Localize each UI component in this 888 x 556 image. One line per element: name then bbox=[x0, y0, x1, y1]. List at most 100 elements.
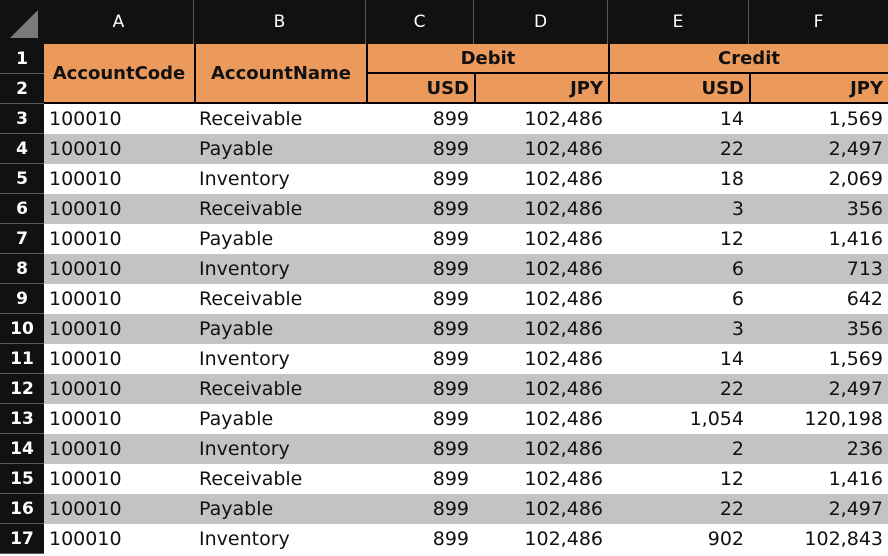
cell-a3[interactable]: 100010 bbox=[49, 108, 122, 130]
row-header-14[interactable]: 14 bbox=[0, 434, 44, 464]
cell-a11[interactable]: 100010 bbox=[49, 348, 122, 370]
cell-b9[interactable]: Receivable bbox=[199, 288, 303, 310]
cell-a9[interactable]: 100010 bbox=[49, 288, 122, 310]
cell-a7[interactable]: 100010 bbox=[49, 228, 122, 250]
column-header-d[interactable]: D bbox=[474, 0, 608, 44]
row-header-11[interactable]: 11 bbox=[0, 344, 44, 374]
cell-c14[interactable]: 899 bbox=[432, 438, 469, 460]
cell-a4[interactable]: 100010 bbox=[49, 138, 122, 160]
cell-f17[interactable]: 102,843 bbox=[804, 528, 883, 550]
row-header-2[interactable]: 2 bbox=[0, 74, 44, 104]
cell-e6[interactable]: 3 bbox=[731, 198, 744, 220]
cell-f13[interactable]: 120,198 bbox=[804, 408, 883, 430]
account-name-header[interactable]: AccountName bbox=[194, 44, 366, 104]
cell-b14[interactable]: Inventory bbox=[199, 438, 290, 460]
row-header-3[interactable]: 3 bbox=[0, 104, 44, 134]
cell-d3[interactable]: 102,486 bbox=[524, 108, 603, 130]
cell-f7[interactable]: 1,416 bbox=[828, 228, 883, 250]
cell-e3[interactable]: 14 bbox=[719, 108, 744, 130]
cell-f12[interactable]: 2,497 bbox=[828, 378, 883, 400]
cell-d17[interactable]: 102,486 bbox=[524, 528, 603, 550]
cell-e12[interactable]: 22 bbox=[719, 378, 744, 400]
cell-a14[interactable]: 100010 bbox=[49, 438, 122, 460]
cell-d15[interactable]: 102,486 bbox=[524, 468, 603, 490]
cell-c5[interactable]: 899 bbox=[432, 168, 469, 190]
cell-d8[interactable]: 102,486 bbox=[524, 258, 603, 280]
cell-a13[interactable]: 100010 bbox=[49, 408, 122, 430]
cell-c7[interactable]: 899 bbox=[432, 228, 469, 250]
cell-b5[interactable]: Inventory bbox=[199, 168, 290, 190]
cell-b8[interactable]: Inventory bbox=[199, 258, 290, 280]
select-all-corner[interactable] bbox=[0, 0, 44, 44]
cell-f11[interactable]: 1,569 bbox=[828, 348, 883, 370]
column-header-c[interactable]: C bbox=[366, 0, 474, 44]
cell-c17[interactable]: 899 bbox=[432, 528, 469, 550]
cell-e14[interactable]: 2 bbox=[731, 438, 744, 460]
cell-d13[interactable]: 102,486 bbox=[524, 408, 603, 430]
cell-f5[interactable]: 2,069 bbox=[828, 168, 883, 190]
cell-c8[interactable]: 899 bbox=[432, 258, 469, 280]
cell-e16[interactable]: 22 bbox=[719, 498, 744, 520]
cell-b4[interactable]: Payable bbox=[199, 138, 274, 160]
cell-a6[interactable]: 100010 bbox=[49, 198, 122, 220]
cell-d9[interactable]: 102,486 bbox=[524, 288, 603, 310]
cell-e9[interactable]: 6 bbox=[731, 288, 744, 310]
credit-jpy-header[interactable]: JPY bbox=[749, 74, 888, 104]
row-header-17[interactable]: 17 bbox=[0, 524, 44, 554]
cell-a8[interactable]: 100010 bbox=[49, 258, 122, 280]
cell-d5[interactable]: 102,486 bbox=[524, 168, 603, 190]
cell-f15[interactable]: 1,416 bbox=[828, 468, 883, 490]
cell-c15[interactable]: 899 bbox=[432, 468, 469, 490]
cell-a15[interactable]: 100010 bbox=[49, 468, 122, 490]
cell-d12[interactable]: 102,486 bbox=[524, 378, 603, 400]
cell-b7[interactable]: Payable bbox=[199, 228, 274, 250]
cell-c13[interactable]: 899 bbox=[432, 408, 469, 430]
row-header-9[interactable]: 9 bbox=[0, 284, 44, 314]
cell-e11[interactable]: 14 bbox=[719, 348, 744, 370]
cell-d10[interactable]: 102,486 bbox=[524, 318, 603, 340]
cell-b16[interactable]: Payable bbox=[199, 498, 274, 520]
cell-c6[interactable]: 899 bbox=[432, 198, 469, 220]
cell-c16[interactable]: 899 bbox=[432, 498, 469, 520]
credit-usd-header[interactable]: USD bbox=[608, 74, 749, 104]
cell-a16[interactable]: 100010 bbox=[49, 498, 122, 520]
cell-b15[interactable]: Receivable bbox=[199, 468, 303, 490]
cell-d16[interactable]: 102,486 bbox=[524, 498, 603, 520]
cell-d7[interactable]: 102,486 bbox=[524, 228, 603, 250]
row-header-16[interactable]: 16 bbox=[0, 494, 44, 524]
row-header-1[interactable]: 1 bbox=[0, 44, 44, 74]
cell-c9[interactable]: 899 bbox=[432, 288, 469, 310]
cell-b17[interactable]: Inventory bbox=[199, 528, 290, 550]
cell-c4[interactable]: 899 bbox=[432, 138, 469, 160]
cell-b11[interactable]: Inventory bbox=[199, 348, 290, 370]
debit-header[interactable]: Debit bbox=[366, 44, 608, 74]
row-header-12[interactable]: 12 bbox=[0, 374, 44, 404]
cell-a17[interactable]: 100010 bbox=[49, 528, 122, 550]
cell-e7[interactable]: 12 bbox=[719, 228, 744, 250]
row-header-6[interactable]: 6 bbox=[0, 194, 44, 224]
cell-f9[interactable]: 642 bbox=[846, 288, 883, 310]
cell-b6[interactable]: Receivable bbox=[199, 198, 303, 220]
cell-e4[interactable]: 22 bbox=[719, 138, 744, 160]
cell-a10[interactable]: 100010 bbox=[49, 318, 122, 340]
cell-d6[interactable]: 102,486 bbox=[524, 198, 603, 220]
cell-f6[interactable]: 356 bbox=[846, 198, 883, 220]
cell-e10[interactable]: 3 bbox=[731, 318, 744, 340]
cell-f10[interactable]: 356 bbox=[846, 318, 883, 340]
column-header-b[interactable]: B bbox=[194, 0, 366, 44]
debit-usd-header[interactable]: USD bbox=[366, 74, 474, 104]
cell-e5[interactable]: 18 bbox=[719, 168, 744, 190]
cell-c10[interactable]: 899 bbox=[432, 318, 469, 340]
cell-f4[interactable]: 2,497 bbox=[828, 138, 883, 160]
cell-a5[interactable]: 100010 bbox=[49, 168, 122, 190]
cell-e8[interactable]: 6 bbox=[731, 258, 744, 280]
column-header-a[interactable]: A bbox=[44, 0, 194, 44]
cell-b12[interactable]: Receivable bbox=[199, 378, 303, 400]
cell-c11[interactable]: 899 bbox=[432, 348, 469, 370]
credit-header[interactable]: Credit bbox=[608, 44, 888, 74]
cell-d14[interactable]: 102,486 bbox=[524, 438, 603, 460]
cell-d11[interactable]: 102,486 bbox=[524, 348, 603, 370]
cell-c12[interactable]: 899 bbox=[432, 378, 469, 400]
account-code-header[interactable]: AccountCode bbox=[44, 44, 194, 104]
row-header-7[interactable]: 7 bbox=[0, 224, 44, 254]
